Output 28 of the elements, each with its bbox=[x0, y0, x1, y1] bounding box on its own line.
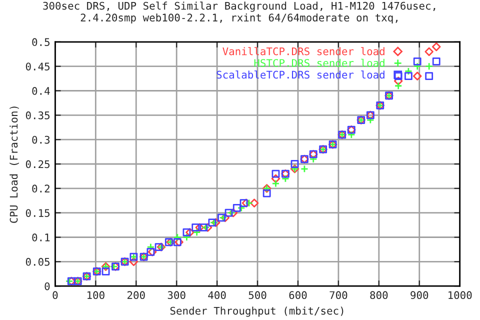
x-tick-label: 300 bbox=[168, 291, 186, 300]
x-tick-label: 200 bbox=[127, 291, 145, 300]
y-tick-label: 0.05 bbox=[26, 258, 50, 266]
legend-label: HSTCP.DRS sender load bbox=[254, 58, 384, 67]
y-tick-label: 0.15 bbox=[26, 209, 50, 217]
x-tick-label: 600 bbox=[289, 291, 307, 300]
y-tick-label: 0.35 bbox=[26, 111, 50, 120]
legend-label: ScalableTCP.DRS sender load bbox=[216, 70, 384, 79]
x-tick-label: 1000 bbox=[448, 291, 472, 300]
x-tick-label: 400 bbox=[208, 291, 226, 300]
x-tick-label: 100 bbox=[88, 291, 104, 300]
y-tick-label: 0.1 bbox=[32, 234, 50, 242]
y-tick-label: 0.2 bbox=[32, 184, 50, 193]
legend-label: VanillaTCP.DRS sender load bbox=[222, 47, 384, 56]
x-axis-title: Sender Throughput (mbit/sec) bbox=[170, 306, 344, 317]
y-tick-label: 0 bbox=[44, 282, 50, 290]
x-tick-label: 0 bbox=[52, 291, 58, 300]
y-tick-label: 0.25 bbox=[26, 160, 50, 168]
x-tick-label: 500 bbox=[248, 291, 266, 300]
x-tick-label: 800 bbox=[370, 291, 388, 300]
x-tick-label: 900 bbox=[410, 291, 428, 300]
y-tick-label: 0.5 bbox=[32, 38, 50, 46]
x-tick-label: 700 bbox=[330, 291, 348, 300]
y-tick-label: 0.4 bbox=[32, 87, 50, 95]
y-axis-title: CPU Load (Fraction) bbox=[10, 106, 19, 223]
y-tick-label: 0.3 bbox=[32, 136, 50, 144]
chart-title: 300sec DRS, UDP Self Similar Background Load, H1-M120 1476usec, 2.4.20smp web100-2.2.1, rxint 64/64moderate on txq, bbox=[43, 2, 436, 24]
y-tick-label: 0.45 bbox=[26, 62, 50, 70]
